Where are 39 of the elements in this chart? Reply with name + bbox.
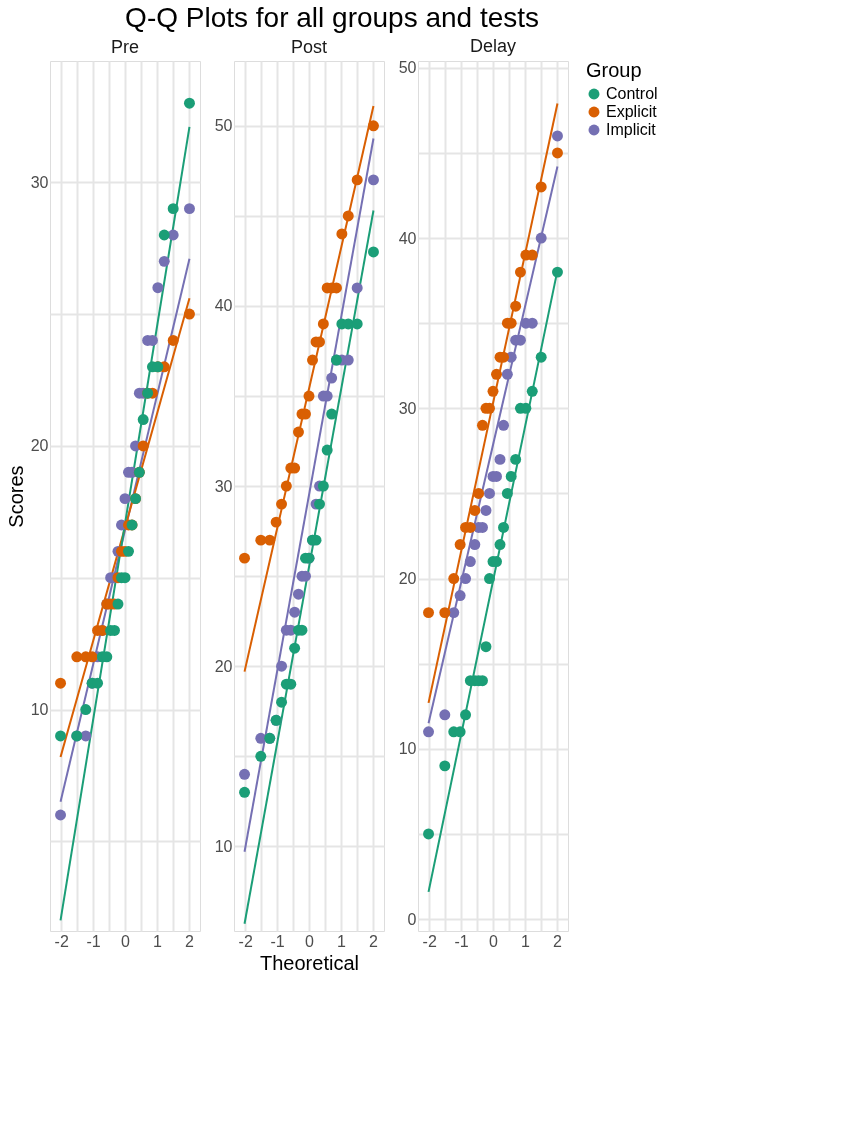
y-tick-label: 50 xyxy=(214,117,233,135)
x-tick-label: -2 xyxy=(238,932,253,950)
text: Q-Q Plots for all groups and tests xyxy=(125,2,540,34)
y-tick-label: 10 xyxy=(30,701,49,719)
x-tick-label: -1 xyxy=(270,932,285,950)
y-axis-title: Scores xyxy=(4,465,27,528)
x-tick-label: 1 xyxy=(520,932,530,950)
y-tick-label: 40 xyxy=(214,297,233,315)
legend-label: Explicit xyxy=(606,103,658,120)
y-tick-label: 20 xyxy=(398,570,417,588)
y-tick-label: 0 xyxy=(407,910,417,928)
x-tick-label: 0 xyxy=(305,932,315,950)
legend-label: Control xyxy=(606,85,658,102)
x-tick-label: 1 xyxy=(152,932,162,950)
chart-title: Post xyxy=(290,37,328,57)
x-tick-label: 2 xyxy=(368,932,378,950)
y-tick-label: 20 xyxy=(30,437,49,455)
y-tick-label: 10 xyxy=(214,837,233,855)
legend-label: Implicit xyxy=(606,121,657,138)
y-tick-label: 30 xyxy=(398,399,417,417)
x-tick-label: 2 xyxy=(552,932,562,950)
x-tick-label: 2 xyxy=(184,932,194,950)
x-tick-label: 0 xyxy=(489,932,499,950)
y-tick-label: 20 xyxy=(214,657,233,675)
x-tick-label: -1 xyxy=(454,932,469,950)
y-tick-label: 50 xyxy=(398,59,417,77)
chart-title: Pre xyxy=(110,37,140,57)
x-tick-label: 0 xyxy=(121,932,131,950)
y-tick-label: 40 xyxy=(398,229,417,247)
legend-title: Group xyxy=(586,59,642,81)
y-tick-label: 10 xyxy=(398,740,417,758)
chart-title: Delay xyxy=(469,35,517,56)
x-tick-label: -2 xyxy=(422,932,437,950)
x-tick-label: -2 xyxy=(54,932,69,950)
y-tick-label: 30 xyxy=(30,173,49,191)
x-axis-title: Theoretical xyxy=(260,951,359,974)
y-tick-label: 30 xyxy=(214,477,233,495)
x-tick-label: -1 xyxy=(86,932,101,950)
x-tick-label: 1 xyxy=(336,932,346,950)
